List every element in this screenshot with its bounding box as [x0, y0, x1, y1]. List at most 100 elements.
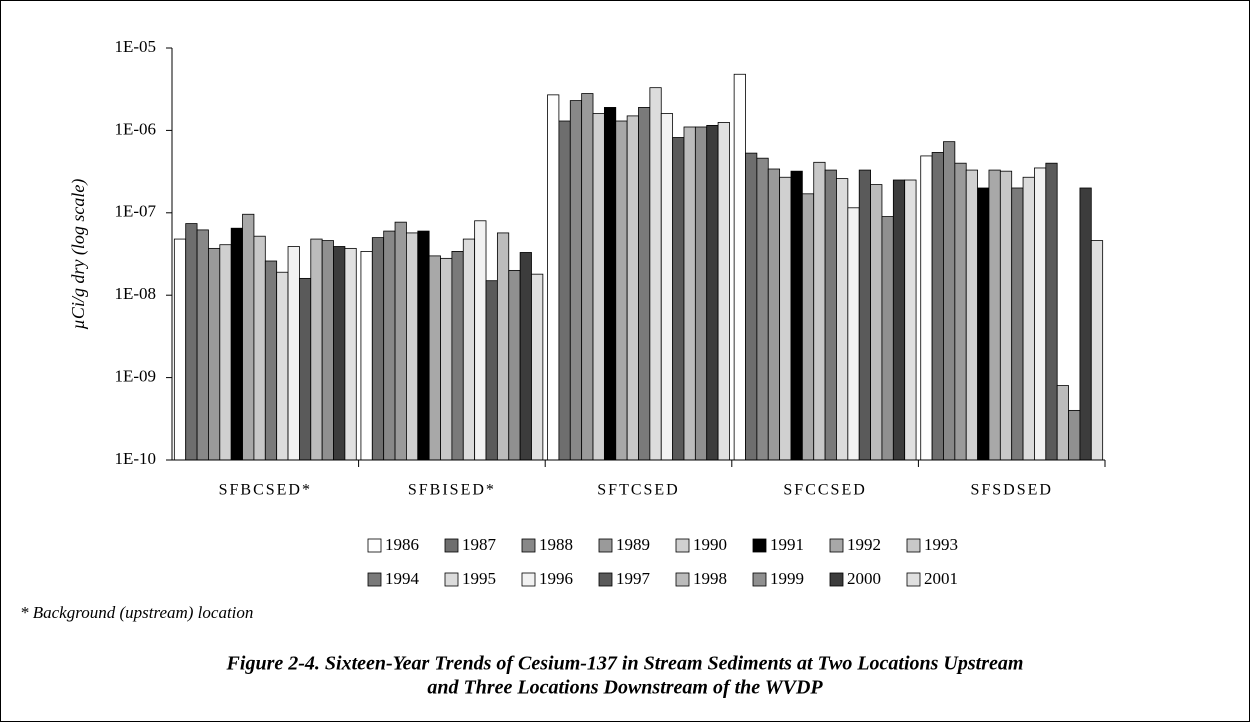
- bar: [208, 247, 221, 461]
- bar: [230, 227, 243, 461]
- legend-swatch: [521, 572, 536, 587]
- legend-swatch: [367, 572, 382, 587]
- legend-swatch: [675, 572, 690, 587]
- bar: [299, 277, 312, 461]
- bar: [1045, 162, 1058, 461]
- bar: [977, 187, 990, 461]
- bar: [1090, 240, 1104, 461]
- bar: [943, 141, 956, 461]
- bar: [1034, 167, 1047, 461]
- bar: [801, 193, 815, 461]
- bar: [428, 255, 441, 461]
- legend-label: 1992: [847, 535, 881, 554]
- legend-swatch: [752, 538, 767, 553]
- bar: [462, 238, 476, 461]
- bar: [394, 221, 407, 461]
- legend-swatch: [829, 538, 844, 553]
- x-tick-label: SFTCSED: [597, 482, 679, 499]
- bar: [406, 232, 419, 461]
- bar: [508, 269, 521, 461]
- legend-swatch: [675, 538, 690, 553]
- legend-label: 1998: [693, 569, 727, 588]
- y-tick-label: 1E-05: [114, 37, 156, 56]
- footnote: * Background (upstream) location: [20, 603, 253, 622]
- bar: [717, 122, 730, 461]
- bar: [569, 100, 583, 461]
- bar: [672, 137, 685, 461]
- legend-label: 2000: [847, 569, 881, 588]
- bar: [474, 220, 487, 461]
- bar: [185, 223, 198, 461]
- bar: [920, 155, 933, 461]
- bar: [496, 232, 510, 461]
- legend-label: 1997: [616, 569, 651, 588]
- bar: [219, 244, 232, 461]
- bar: [615, 120, 628, 461]
- bar: [1022, 176, 1035, 461]
- legend-label: 1995: [462, 569, 496, 588]
- bar: [779, 176, 792, 461]
- bar: [321, 240, 334, 461]
- legend-label: 1999: [770, 569, 804, 588]
- bar: [310, 238, 323, 461]
- caption: and Three Locations Downstream of the WV…: [427, 677, 823, 699]
- y-axis-label: µCi/g dry (log scale): [68, 179, 89, 330]
- legend-label: 1989: [616, 535, 650, 554]
- legend-swatch: [598, 572, 613, 587]
- x-tick-label: SFBCSED*: [219, 482, 312, 499]
- bar: [904, 179, 917, 461]
- bar: [836, 178, 849, 461]
- bar: [626, 115, 639, 461]
- bar: [264, 260, 278, 461]
- legend-swatch: [598, 538, 613, 553]
- bar: [881, 216, 894, 461]
- bar: [858, 169, 871, 461]
- bar: [344, 247, 357, 461]
- bar: [756, 157, 769, 461]
- bar: [745, 152, 758, 461]
- bar: [706, 124, 719, 461]
- bar: [683, 126, 696, 461]
- legend-swatch: [906, 538, 921, 553]
- bar: [1056, 385, 1069, 461]
- x-tick-label: SFCCSED: [783, 482, 866, 499]
- legend-label: 1988: [539, 535, 573, 554]
- bar: [965, 169, 978, 461]
- y-tick-label: 1E-07: [114, 202, 156, 221]
- bar: [276, 271, 289, 461]
- bar: [824, 169, 837, 461]
- bar: [383, 230, 396, 461]
- legend-label: 1993: [924, 535, 958, 554]
- bar: [660, 113, 674, 461]
- bar: [173, 238, 187, 461]
- legend-swatch: [444, 538, 459, 553]
- x-tick-label: SFSDSED: [970, 482, 1052, 499]
- legend-swatch: [521, 538, 536, 553]
- legend-swatch: [829, 572, 844, 587]
- bar: [847, 207, 860, 461]
- bar: [999, 170, 1013, 461]
- bar: [813, 161, 826, 461]
- bar: [988, 169, 1001, 461]
- legend-swatch: [752, 572, 767, 587]
- bar: [954, 162, 967, 461]
- legend-swatch: [444, 572, 459, 587]
- bar: [519, 252, 532, 461]
- bar: [649, 87, 662, 461]
- bar: [733, 73, 746, 461]
- bar: [485, 280, 498, 461]
- legend-label: 1996: [539, 569, 573, 588]
- bar: [694, 126, 708, 461]
- bar: [287, 246, 300, 461]
- bar: [371, 237, 385, 461]
- bar: [333, 246, 346, 461]
- bar: [892, 179, 906, 461]
- bar: [790, 170, 803, 461]
- bar: [1068, 409, 1081, 461]
- bar: [242, 213, 255, 461]
- legend-label: 1987: [462, 535, 497, 554]
- bar: [196, 229, 209, 461]
- bar: [360, 251, 373, 461]
- legend-swatch: [367, 538, 382, 553]
